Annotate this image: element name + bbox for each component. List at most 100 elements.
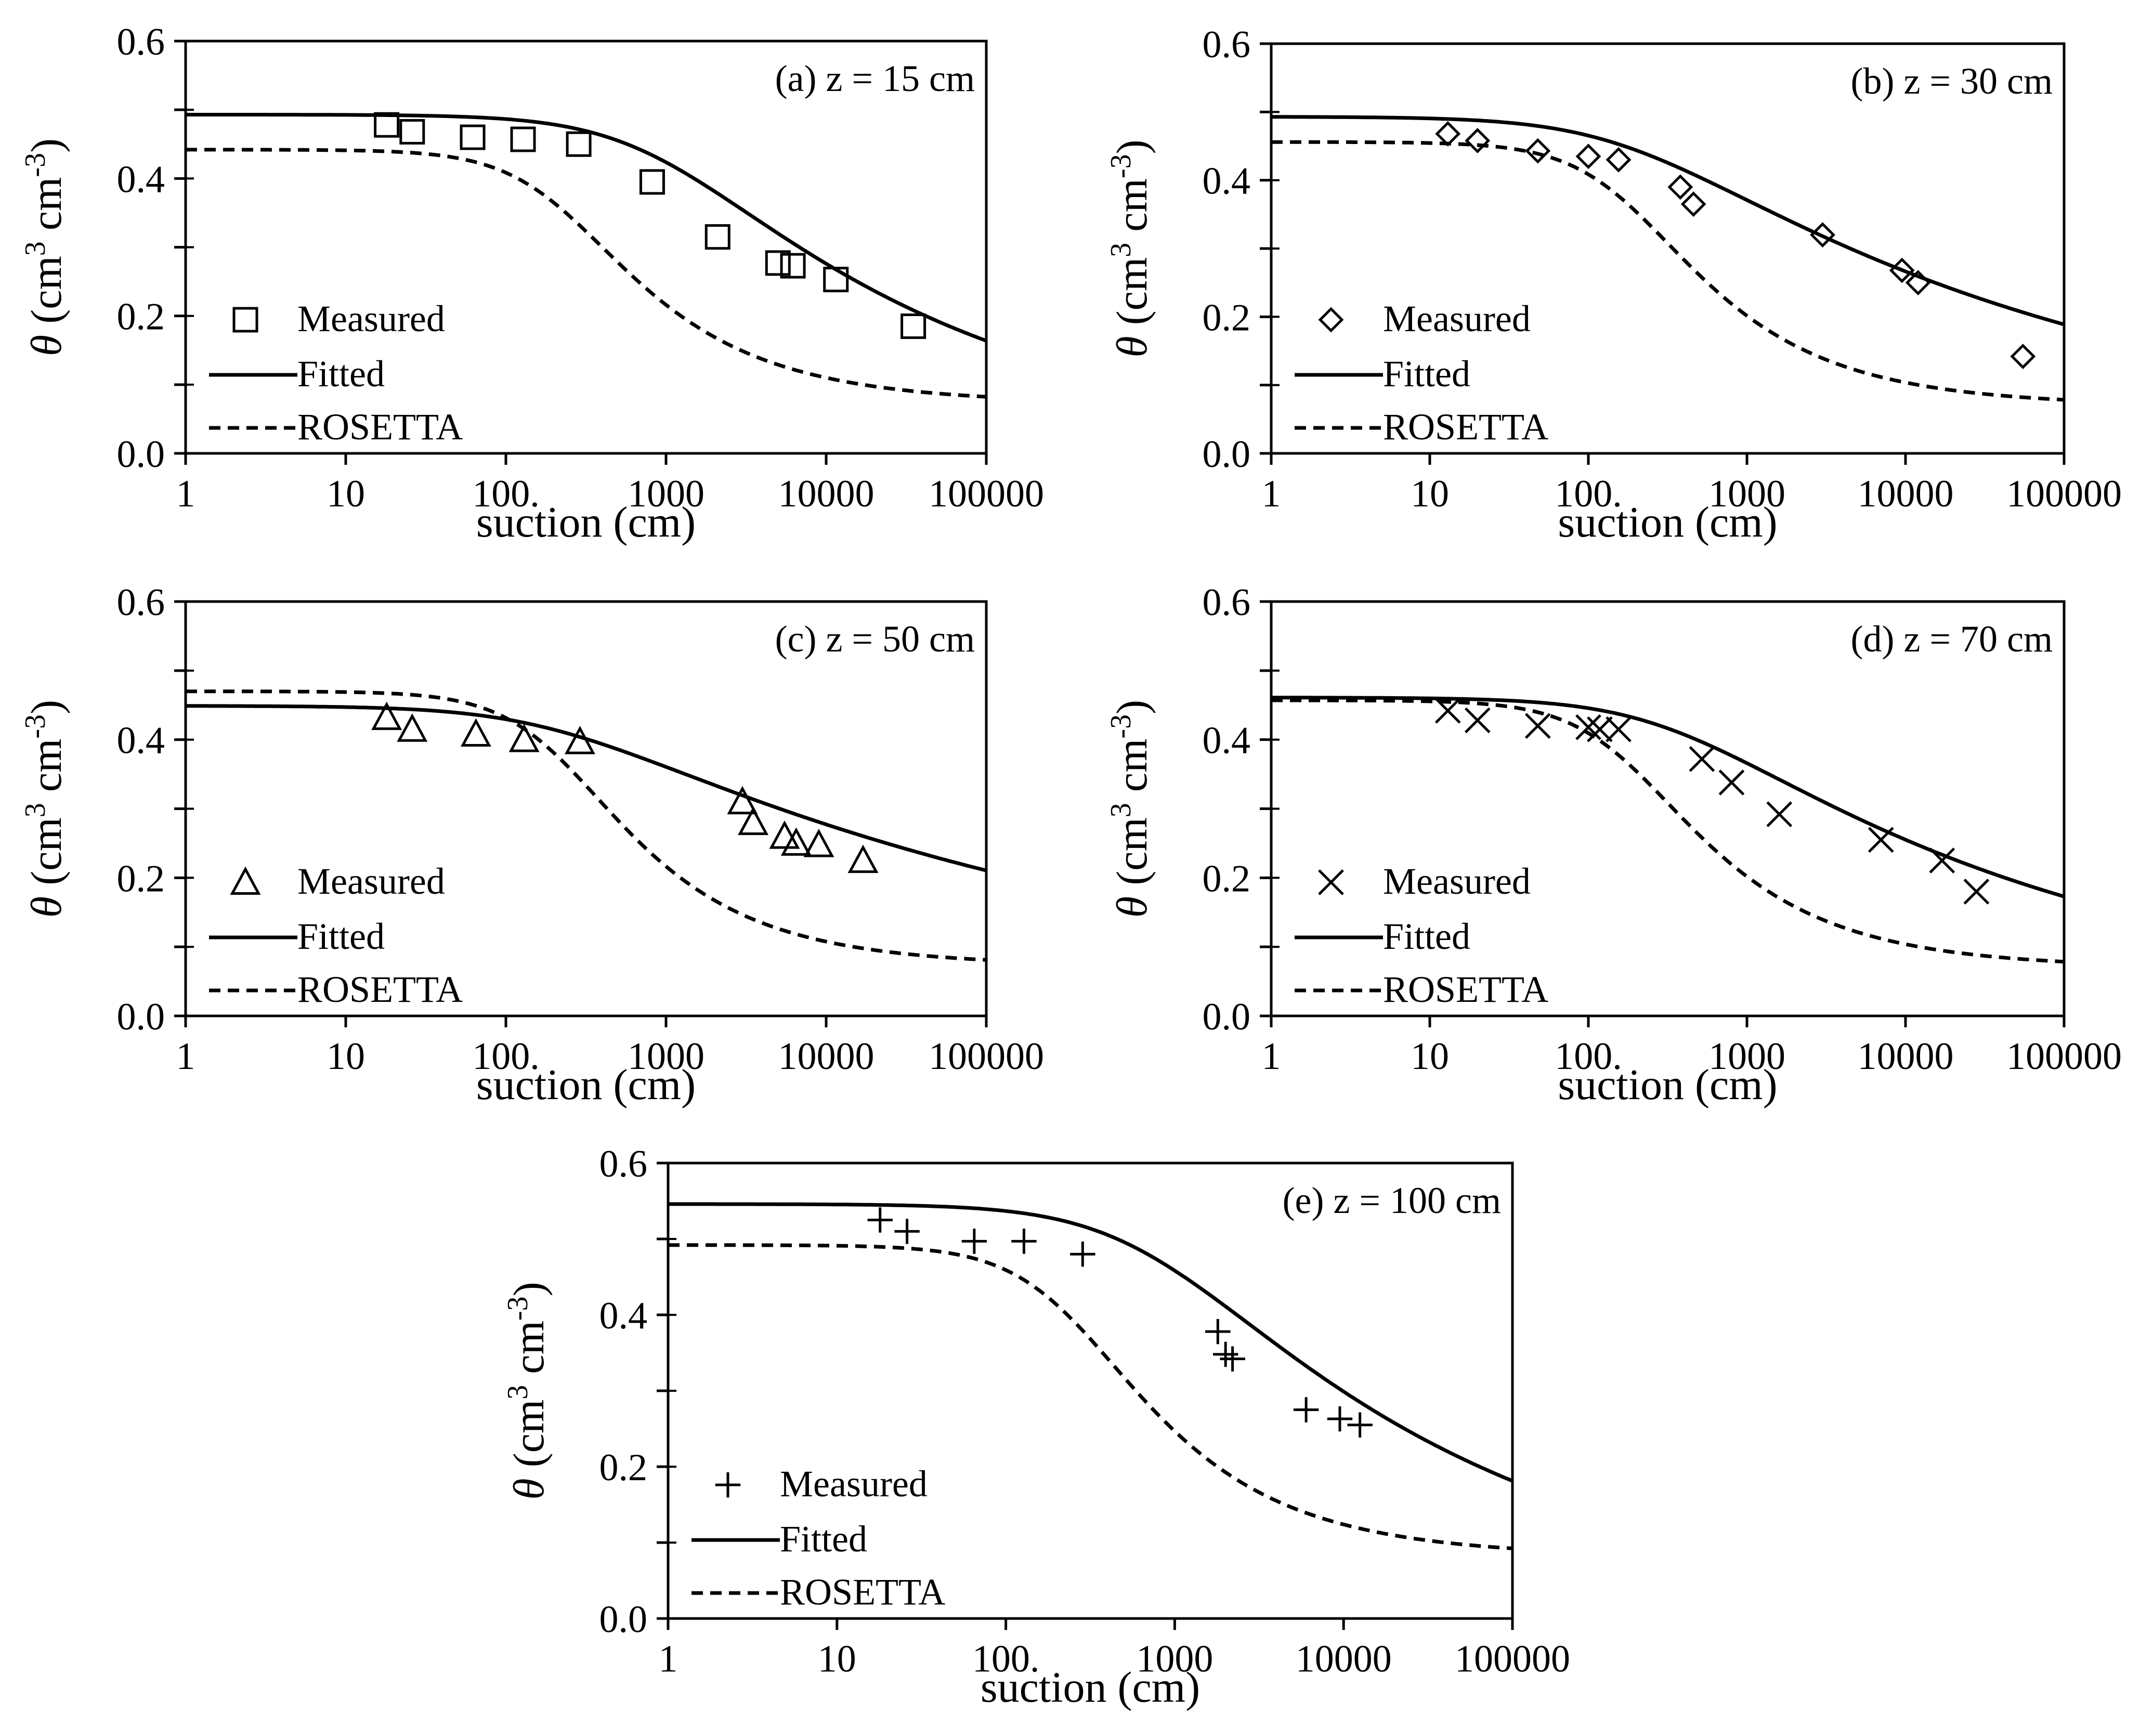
panel-d-measured-point [1464, 707, 1491, 734]
panel-d-legend-fitted-label: Fitted [1383, 916, 1470, 957]
panel-d-measured-point [1963, 879, 1990, 905]
panel-a-x-tick-label: 100000 [929, 473, 1044, 515]
panel-b-rosetta-curve [1271, 140, 2065, 402]
panel-d-x-tick-label: 1000 [1708, 1035, 1785, 1078]
panel-d-measured-point [1587, 716, 1613, 742]
panel-e-x-tick-label: 10 [818, 1638, 856, 1680]
panel-d-rosetta-curve [1271, 698, 2065, 964]
panel-b-measured-point [1435, 121, 1461, 147]
panel-d-x-tick-label: 10000 [1858, 1035, 1954, 1078]
panel-d-x-axis-title: suction (cm) [1558, 1061, 1777, 1109]
panel-d-measured-point [1434, 698, 1461, 724]
panel-c-measured-point [727, 786, 758, 815]
panel-b-legend-measured-marker [1318, 307, 1344, 333]
panel-a-measured-point [399, 119, 425, 145]
panel-c-x-tick-label: 100. [472, 1035, 540, 1078]
panel-d-legend-measured-label: Measured [1383, 860, 1531, 902]
panel-b-y-tick-label: 0.0 [1203, 433, 1251, 476]
panel-a-fitted-curve [185, 112, 987, 343]
panel-c-measured-point [508, 724, 540, 752]
panel-e-y-axis-title: θ (cm3 cm-3) [502, 1282, 553, 1499]
panel-e-measured-point [1205, 1319, 1231, 1345]
panel-a-measured-point [460, 124, 486, 150]
panel-c-y-tick-label: 0.2 [117, 857, 165, 900]
panel-e-measured-point [894, 1219, 920, 1244]
panel-a-x-tick-label: 100. [472, 473, 540, 515]
panel-d-x-tick-label: 100000 [2006, 1035, 2122, 1078]
panel-c-legend-measured-label: Measured [297, 860, 445, 902]
panel-e-y-tick-label: 0.4 [599, 1295, 648, 1337]
panel-c-title: (c) z = 50 cm [775, 618, 975, 660]
panel-d-y-tick-label: 0.6 [1203, 581, 1251, 624]
panel-a-y-tick-label: 0.2 [117, 296, 165, 338]
panel-a-rosetta-curve [186, 148, 987, 399]
panel-d-measured-point [1524, 713, 1551, 739]
panel-b: 1 10 100. 1000 10000 100000 0.0 0.2 0.4 0.6 suctio… [1105, 23, 2122, 546]
panel-a-measured-point [566, 131, 592, 157]
panel-b-x-tick-label: 10 [1411, 473, 1449, 515]
panel-b-legend-rosetta-label: ROSETTA [1383, 406, 1548, 448]
panel-a-x-axis-title: suction (cm) [476, 498, 696, 546]
panel-e-y-tick-label: 0.6 [599, 1143, 648, 1185]
panel-b-title: (b) z = 30 cm [1851, 60, 2053, 102]
panel-a-x-tick-label: 1000 [628, 473, 704, 515]
panel-b-measured-point [1810, 222, 1835, 248]
panel-d-legend-measured-marker [1318, 869, 1344, 895]
panel-a-legend-measured-marker [232, 307, 258, 333]
panel-c-measured-point [371, 701, 402, 730]
panel-e-measured-point [1347, 1412, 1373, 1438]
panel-c-y-tick-label: 0.0 [117, 996, 165, 1038]
panel-c-measured-point [564, 726, 595, 754]
panel-b-measured-point [1680, 191, 1706, 217]
panel-e-y-tick-label: 0.0 [599, 1598, 648, 1641]
panel-a-measured-point [704, 224, 730, 250]
panel-e-x-tick-label: 1000 [1136, 1638, 1213, 1680]
panel-a-measured-point [823, 267, 849, 293]
panel-e-measured-point [1011, 1229, 1037, 1254]
panel-c-x-axis-title: suction (cm) [476, 1061, 696, 1109]
panel-c-rosetta-curve [186, 689, 987, 962]
panel-a-legend-fitted-label: Fitted [297, 353, 385, 395]
panel-d-measured-point [1766, 801, 1793, 827]
panel-b-measured-point [1905, 270, 1931, 296]
panel-a-measured-point [510, 126, 536, 152]
panel-d-x-tick-label: 1 [1262, 1035, 1281, 1078]
panel-c-measured-point [803, 829, 834, 857]
panel-d-y-axis-title: θ (cm3 cm-3) [1105, 700, 1156, 918]
panel-a-measured-point [374, 112, 400, 138]
panel-b-legend-fitted-label: Fitted [1383, 353, 1470, 395]
panel-a-legend-rosetta-label: ROSETTA [297, 406, 463, 448]
panel-a-measured-point [765, 250, 791, 276]
panel-b-measured-point [1889, 257, 1915, 283]
panel-d-x-tick-label: 100. [1555, 1035, 1622, 1078]
panel-a-y-tick-label: 0.4 [117, 158, 165, 201]
panel-d-title: (d) z = 70 cm [1851, 618, 2053, 660]
panel-a-measured-point [639, 169, 665, 195]
panel-c-x-tick-label: 1 [176, 1035, 195, 1078]
panel-a-x-tick-label: 10000 [778, 473, 875, 515]
panel-a-x-tick-label: 1 [176, 473, 195, 515]
panel-c-y-axis-title: θ (cm3 cm-3) [19, 700, 71, 918]
panel-d-measured-point [1868, 827, 1894, 853]
panel-b-y-tick-label: 0.2 [1203, 296, 1251, 339]
panel-c-y-tick-label: 0.6 [117, 581, 165, 624]
panel-c-measured-point [780, 827, 812, 856]
panel-e-x-axis-title: suction (cm) [981, 1663, 1200, 1712]
panel-e-x-tick-label: 100000 [1455, 1638, 1570, 1680]
panel-d-y-tick-label: 0.4 [1203, 720, 1251, 762]
panel-e-legend-measured-label: Measured [780, 1463, 928, 1505]
panel-e-legend-fitted-label: Fitted [780, 1518, 867, 1560]
panel-c-legend-fitted-label: Fitted [297, 916, 385, 957]
panel-a-y-tick-label: 0.0 [117, 433, 165, 476]
panel-b-measured-point [2010, 344, 2036, 369]
panel-e-x-tick-label: 100. [972, 1638, 1040, 1680]
panel-c-measured-point [460, 718, 491, 747]
panel-b-x-tick-label: 100. [1555, 473, 1622, 515]
panel-e-measured-point [1070, 1242, 1095, 1267]
panel-d-legend-rosetta-label: ROSETTA [1383, 969, 1548, 1010]
panel-b-measured-point [1575, 143, 1601, 169]
panel-c: 1 10 100. 1000 10000 100000 0.0 0.2 0.4 0.6 suctio… [19, 581, 1044, 1109]
panel-d-measured-point [1929, 847, 1955, 873]
panel-b-y-axis-title: θ (cm3 cm-3) [1105, 139, 1156, 357]
